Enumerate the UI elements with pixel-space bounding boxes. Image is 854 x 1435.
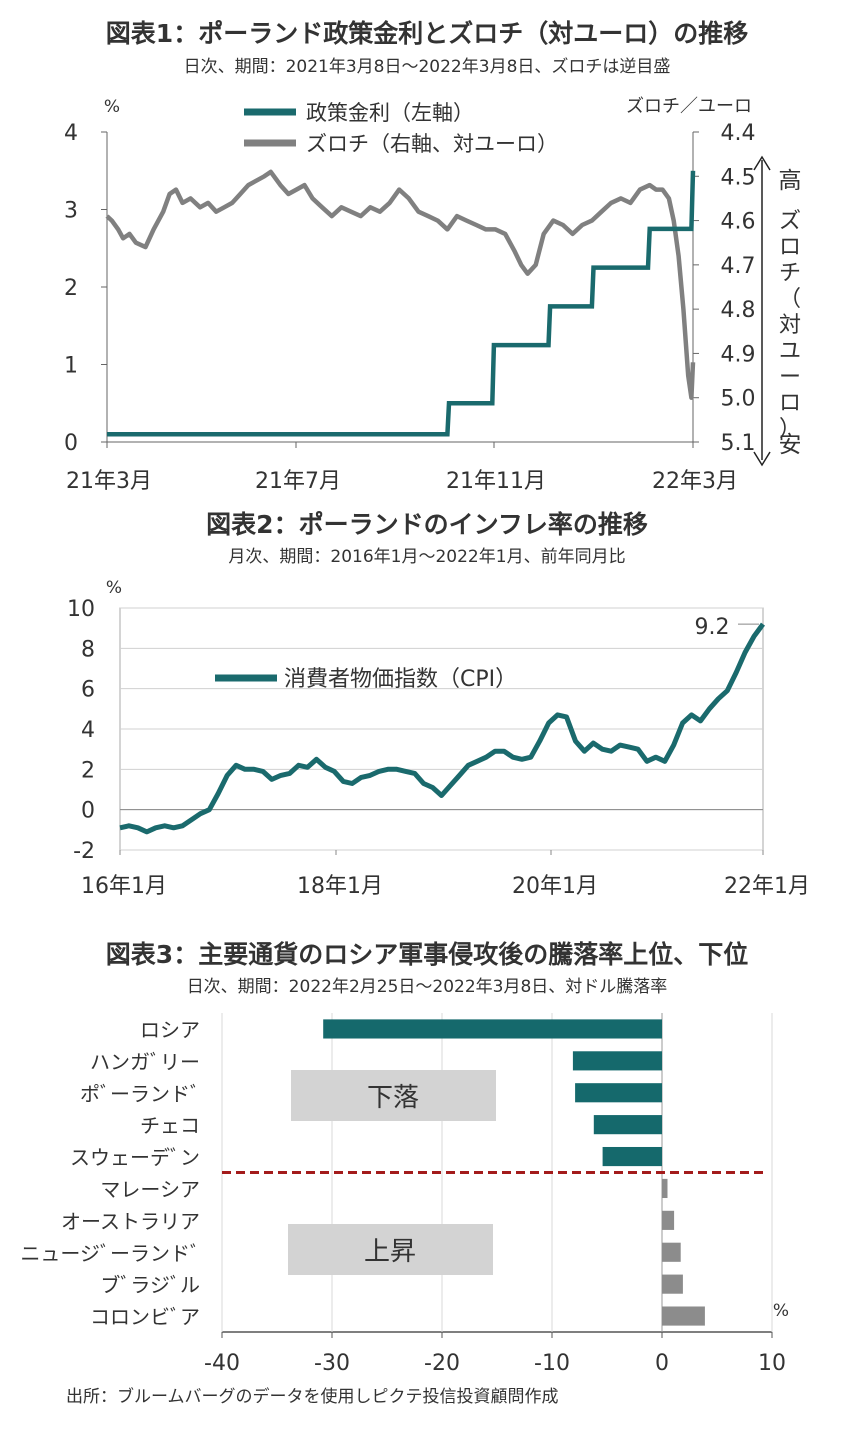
chart2-title: 図表2：ポーランドのインフレ率の推移 bbox=[206, 510, 648, 539]
right-tick-label: 4.6 bbox=[721, 210, 756, 235]
y-tick-label: 8 bbox=[81, 637, 95, 662]
y-tick-label: 6 bbox=[81, 678, 95, 703]
x-tick-label: -20 bbox=[424, 1351, 460, 1376]
x-tick-label: 21年7月 bbox=[255, 469, 341, 494]
left-axis-unit: % bbox=[104, 97, 120, 117]
up-group-box bbox=[288, 1224, 493, 1275]
right-low-label: 安 bbox=[779, 432, 802, 458]
chart1-title: 図表1：ポーランド政策金利とズロチ（対ユーロ）の推移 bbox=[105, 19, 749, 48]
left-tick-label: 0 bbox=[64, 431, 78, 456]
right-tick-label: 4.4 bbox=[721, 121, 756, 146]
bar-10 bbox=[662, 1306, 705, 1326]
category-label: ポﾞーランドﾞ bbox=[80, 1082, 200, 1106]
category-label: ハンガﾞリー bbox=[90, 1050, 200, 1074]
left-tick-label: 2 bbox=[64, 276, 78, 301]
x-tick-label: 10 bbox=[758, 1351, 786, 1376]
cpi-line bbox=[119, 622, 766, 835]
end-value-label: 9.2 bbox=[695, 615, 730, 640]
arrow-head-up bbox=[753, 155, 771, 171]
legend-zloty-label: ズロチ（右軸、対ユーロ） bbox=[306, 132, 558, 156]
right-tick-label: 4.5 bbox=[721, 165, 756, 190]
category-label: ニュージﾞーランドﾞ bbox=[20, 1241, 200, 1265]
left-tick-label: 1 bbox=[64, 354, 78, 379]
right-tick-label: 4.7 bbox=[721, 254, 756, 279]
category-label: チェコ bbox=[140, 1114, 200, 1138]
down-group-label: 下落 bbox=[367, 1083, 419, 1113]
source-note: 出所：ブルームバーグのデータを使用しピクテ投信投資顧問作成 bbox=[66, 1387, 559, 1407]
x-tick-label: 22年3月 bbox=[652, 469, 738, 494]
category-label: オーストラリア bbox=[61, 1209, 200, 1233]
y-tick-label: -2 bbox=[73, 839, 95, 864]
bar-2 bbox=[572, 1051, 662, 1071]
chart1-policy-rate-zloty: 0 1 2 3 4% ズロチ／ユーロ 4.4 4.5 4.6 4.7 4.8 4.9 5.0 5.1 21年… bbox=[64, 96, 802, 494]
right-tick-label: 4.9 bbox=[721, 342, 756, 367]
chart1-subtitle: 日次、期間：2021年3月8日～2022年3月8日、ズロチは逆目盛 bbox=[183, 57, 671, 77]
x-axis-unit: % bbox=[773, 1301, 789, 1321]
bar-9 bbox=[662, 1274, 683, 1294]
x-tick-label: -30 bbox=[314, 1351, 350, 1376]
x-tick-label: 16年1月 bbox=[81, 874, 167, 899]
bar-4 bbox=[593, 1115, 662, 1135]
category-label: コロンビﾞア bbox=[90, 1305, 200, 1329]
legend-cpi-label: 消費者物価指数（CPI） bbox=[284, 667, 517, 692]
x-tick-label: -40 bbox=[204, 1351, 240, 1376]
x-tick-label: 22年1月 bbox=[724, 874, 810, 899]
y-tick-label: 4 bbox=[81, 718, 95, 743]
bar-8 bbox=[662, 1242, 681, 1262]
bar-7 bbox=[662, 1210, 675, 1230]
chart2-cpi-inflation: 10 8 6 4 2 0 -2% 16年1月 18年1月 20年1月 22年1月 9.2 消費者物価指数… bbox=[67, 578, 810, 899]
bar-1 bbox=[323, 1019, 662, 1039]
legend-policy-label: 政策金利（左軸） bbox=[306, 101, 474, 125]
x-tick-label: -10 bbox=[534, 1351, 570, 1376]
zloty-line bbox=[105, 169, 696, 400]
y-tick-label: 2 bbox=[81, 758, 95, 783]
policy-rate-line bbox=[107, 170, 696, 437]
right-tick-label: 4.8 bbox=[721, 298, 756, 323]
chart2-subtitle: 月次、期間：2016年1月～2022年1月、前年同月比 bbox=[228, 547, 626, 567]
y-tick-label: 10 bbox=[67, 597, 95, 622]
right-axis-unit: ズロチ／ユーロ bbox=[626, 96, 752, 117]
right-tick-label: 5.1 bbox=[721, 431, 756, 456]
arrow-head-down bbox=[753, 451, 771, 467]
x-tick-label: 18年1月 bbox=[297, 874, 383, 899]
x-tick-label: 20年1月 bbox=[512, 874, 598, 899]
right-tick-label: 5.0 bbox=[721, 387, 756, 412]
bar-5 bbox=[602, 1146, 662, 1167]
x-tick-label: 21年3月 bbox=[66, 469, 152, 494]
chart3-subtitle: 日次、期間：2022年2月25日～2022年3月8日、対ドル騰落率 bbox=[186, 977, 668, 997]
right-high-label: 高 bbox=[779, 168, 802, 194]
y-tick-label: 0 bbox=[81, 799, 95, 824]
left-tick-label: 3 bbox=[64, 199, 78, 224]
bar-3 bbox=[575, 1083, 662, 1103]
right-axis-title: ズロチ（対ユーロ） bbox=[779, 209, 801, 442]
bar-6 bbox=[662, 1178, 668, 1199]
up-group-label: 上昇 bbox=[364, 1237, 416, 1267]
y-axis-unit: % bbox=[106, 578, 122, 598]
category-label: スウェーデﾞン bbox=[70, 1146, 200, 1170]
chart3-title: 図表3：主要通貨のロシア軍事侵攻後の騰落率上位、下位 bbox=[105, 940, 749, 969]
left-tick-label: 4 bbox=[64, 121, 78, 146]
down-group-box bbox=[291, 1070, 496, 1121]
category-label: マレーシア bbox=[100, 1177, 200, 1201]
category-label: ブﾞラジﾞル bbox=[100, 1273, 200, 1297]
category-label: ロシア bbox=[140, 1018, 200, 1042]
x-tick-label: 0 bbox=[655, 1351, 669, 1376]
x-tick-label: 21年11月 bbox=[446, 469, 546, 494]
